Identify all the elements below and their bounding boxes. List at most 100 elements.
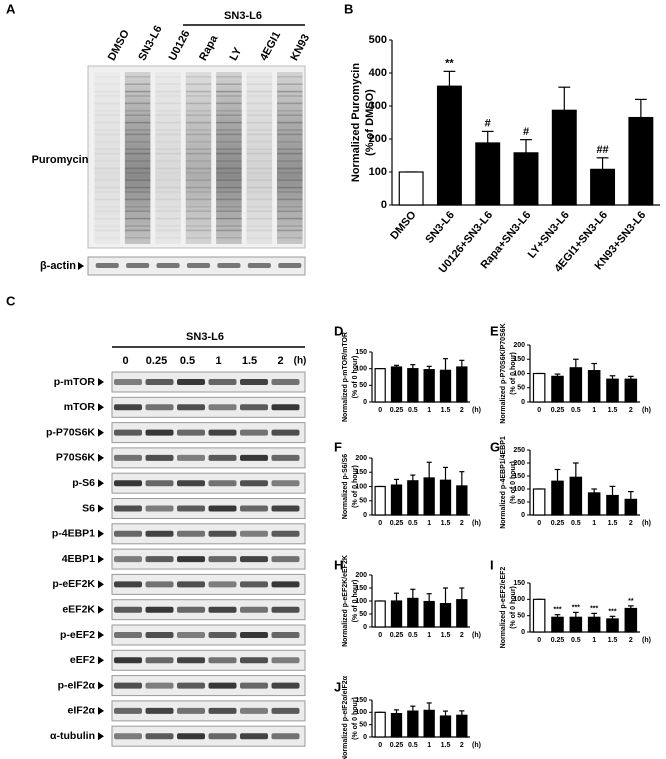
y-axis-label: (% of 0 hour): [510, 461, 517, 504]
band: [246, 90, 273, 93]
band: [271, 657, 300, 664]
row-label: 4EBP1: [62, 553, 95, 565]
lane-smear: [277, 72, 303, 244]
band: [145, 505, 174, 512]
band: [124, 225, 151, 227]
band: [155, 148, 181, 150]
band: [114, 404, 142, 411]
band: [216, 225, 242, 227]
x-tick-label: 2: [460, 407, 464, 414]
y-axis-label: Normalized p-S6/S6: [342, 454, 349, 519]
bar: [390, 484, 403, 516]
bar: [456, 485, 468, 516]
row-arrow: [98, 403, 104, 412]
band: [145, 632, 174, 638]
x-tick-label: 0: [378, 407, 382, 414]
y-tick-label: 50: [517, 613, 525, 620]
band: [145, 556, 174, 563]
y-axis-label: Normalized p-eIF2α/eIF2α: [342, 675, 349, 759]
band: [155, 206, 181, 208]
bar: [587, 370, 601, 403]
band: [155, 114, 181, 116]
bar: [590, 168, 616, 206]
band: [216, 167, 242, 170]
x-tick-label: 1: [427, 742, 431, 749]
band: [114, 707, 142, 714]
band: [124, 160, 151, 162]
row-arrow: [98, 706, 104, 715]
band: [216, 129, 242, 131]
bar: [423, 600, 435, 628]
band: [145, 530, 174, 537]
band: [216, 237, 242, 239]
bar: [374, 485, 386, 516]
band: [94, 167, 120, 170]
band: [124, 217, 151, 220]
band: [246, 121, 273, 124]
row-label: p-P70S6K: [46, 426, 95, 438]
band: [114, 606, 142, 613]
bar: [407, 710, 419, 738]
row-label: p-mTOR: [54, 376, 96, 388]
band: [216, 148, 242, 150]
band: [277, 160, 303, 162]
band: [155, 110, 181, 112]
band: [240, 707, 268, 714]
band: [277, 102, 303, 105]
band: [155, 152, 181, 155]
band: [177, 606, 205, 613]
band: [124, 167, 151, 170]
x-tick-label: 1: [427, 520, 431, 527]
bar: [390, 712, 403, 738]
bar: [436, 85, 462, 206]
band: [114, 657, 142, 664]
band: [185, 129, 212, 131]
band: [145, 682, 174, 689]
bar: [423, 709, 435, 738]
bar: [587, 492, 601, 516]
band: [271, 606, 300, 613]
bar: [569, 616, 583, 633]
band: [277, 76, 303, 78]
band: [155, 141, 181, 143]
x-tick-label: SN3-L6: [423, 209, 457, 246]
bar: [398, 171, 424, 206]
band: [185, 95, 212, 97]
x-tick-label: 0.5: [408, 742, 418, 749]
row-label: mTOR: [64, 401, 96, 413]
bar: [439, 602, 452, 628]
y-tick-label: 150: [513, 356, 525, 363]
band: [177, 404, 205, 411]
y-axis-label: (% of DMSO): [364, 89, 376, 156]
y-tick-label: 100: [513, 370, 525, 377]
band: [271, 556, 300, 563]
band: [185, 237, 212, 239]
band: [155, 167, 181, 170]
row-label: eEF2K: [62, 603, 95, 615]
band: [177, 581, 205, 588]
band: [208, 657, 237, 664]
row-arrow: [98, 555, 104, 564]
row-arrow: [98, 504, 104, 513]
band: [216, 217, 242, 220]
band: [246, 148, 273, 150]
panel-letter: F: [334, 439, 342, 454]
band: [246, 114, 273, 116]
band: [246, 237, 273, 239]
lane-label: LY: [228, 45, 245, 63]
band: [277, 210, 303, 212]
row-label: α-tubulin: [50, 730, 95, 742]
band: [278, 263, 302, 268]
bar: [475, 142, 501, 206]
y-tick-label: 50: [517, 499, 525, 506]
band: [277, 95, 303, 97]
group-label: SN3-L6: [224, 10, 262, 22]
band: [216, 229, 242, 232]
y-tick-label: 0: [521, 629, 525, 636]
band: [271, 682, 300, 689]
band: [208, 480, 237, 487]
x-tick-label: 0: [537, 637, 541, 644]
band: [271, 480, 300, 487]
band: [114, 379, 142, 385]
